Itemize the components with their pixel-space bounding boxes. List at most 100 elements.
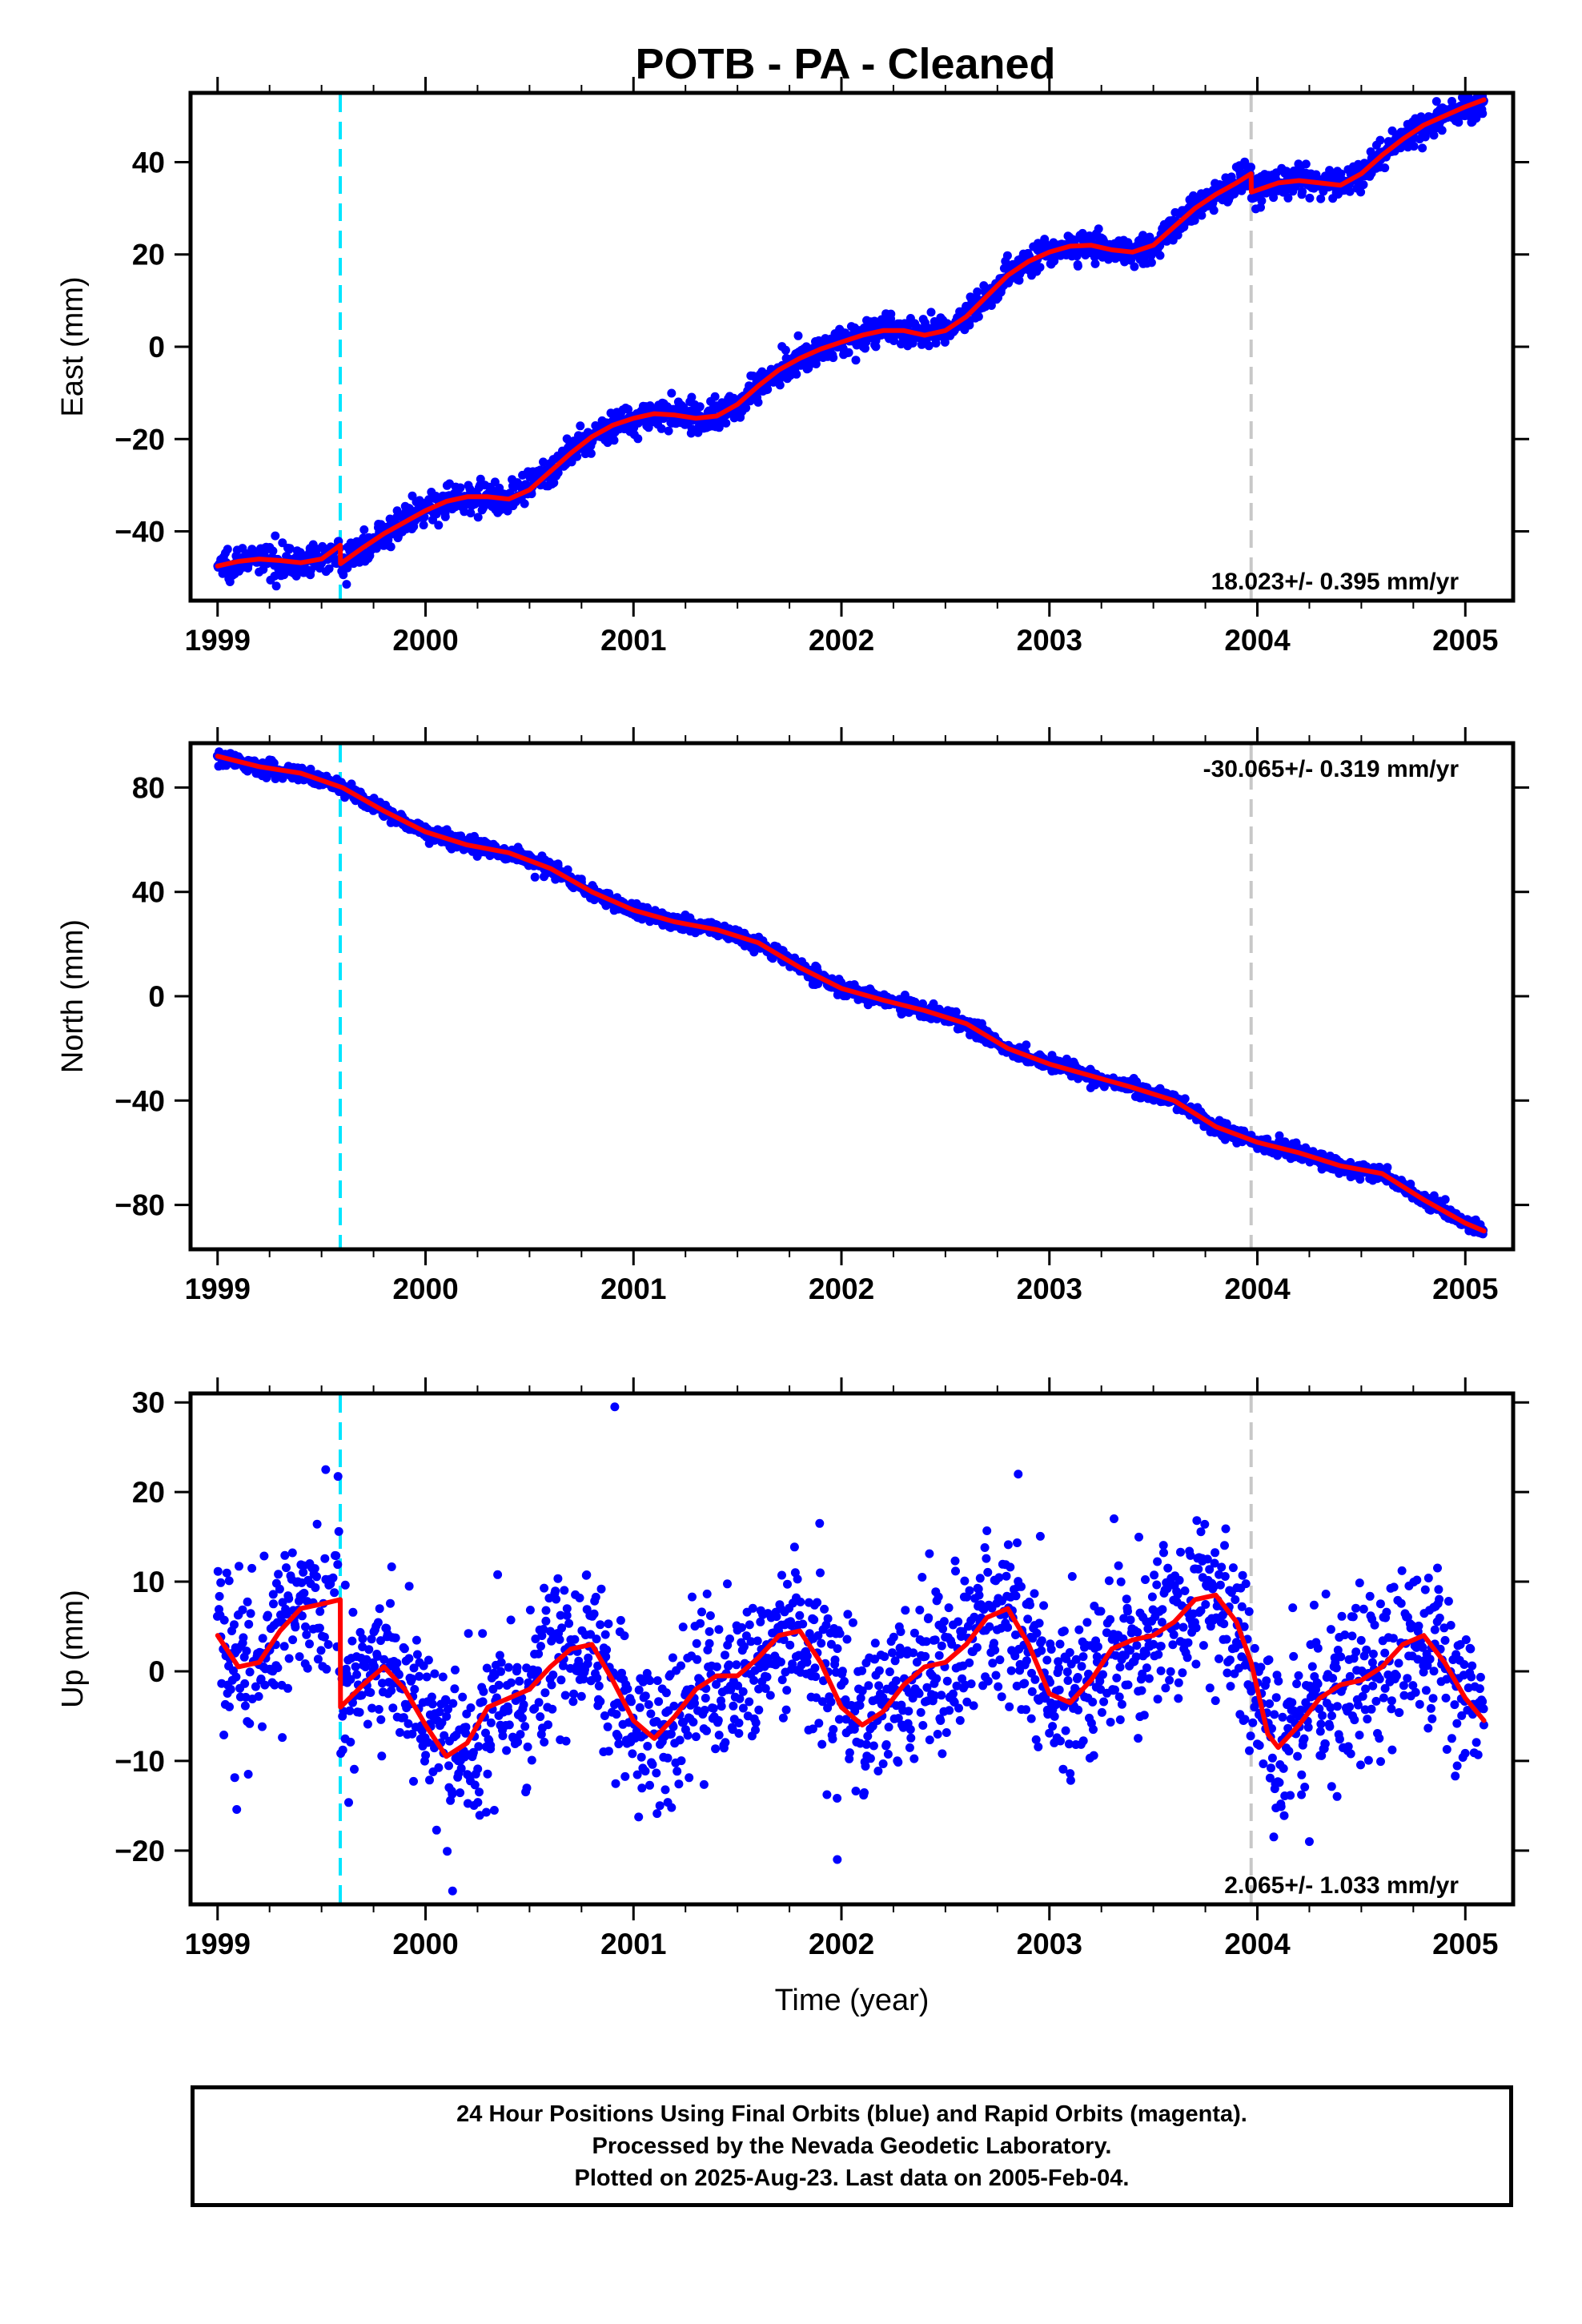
data-point (404, 1654, 414, 1663)
data-point (271, 531, 280, 541)
data-point (282, 1563, 291, 1573)
y-tick-label: −40 (114, 516, 165, 549)
data-point (428, 1699, 437, 1709)
x-tick-label: 2004 (1224, 624, 1291, 657)
data-point (315, 1623, 324, 1633)
data-point (444, 1704, 452, 1714)
data-point (1090, 259, 1100, 268)
y-tick-label: −80 (114, 1189, 165, 1222)
data-point (278, 538, 287, 548)
data-point (557, 1623, 567, 1633)
x-tick-label: 1999 (185, 1273, 251, 1305)
data-point (345, 1706, 355, 1715)
model-line (215, 754, 1487, 1234)
data-point (504, 1663, 513, 1672)
data-point (594, 1681, 604, 1691)
data-point (462, 1709, 472, 1719)
data-point (1447, 97, 1456, 106)
data-point (579, 1675, 588, 1684)
data-point (440, 512, 450, 521)
data-point (1275, 1131, 1284, 1140)
data-point (495, 1651, 504, 1660)
data-point (303, 1663, 312, 1673)
data-point (246, 1609, 255, 1618)
data-point (620, 1631, 629, 1641)
x-tick-label: 2001 (600, 624, 666, 657)
data-point (523, 1742, 532, 1751)
data-point (604, 1619, 613, 1629)
data-point (1478, 109, 1488, 119)
data-point (664, 426, 673, 436)
data-point (483, 1769, 492, 1779)
data-point (986, 301, 996, 310)
data-point (224, 1576, 234, 1586)
data-point (710, 392, 720, 401)
data-point (829, 353, 838, 363)
y-axis-label: East (mm) (56, 276, 90, 416)
data-point (442, 1711, 452, 1721)
data-point (386, 1598, 395, 1608)
data-point (589, 1609, 599, 1618)
data-point (410, 1685, 420, 1694)
data-point (372, 1651, 382, 1661)
data-point (351, 1662, 360, 1671)
data-point (464, 1629, 473, 1638)
data-point (627, 1697, 636, 1707)
data-point (366, 1688, 375, 1697)
data-point (284, 1654, 294, 1663)
data-point (260, 1680, 270, 1690)
data-point (391, 1633, 400, 1642)
data-point (494, 1680, 504, 1690)
data-point (474, 1742, 484, 1751)
y-tick-label: 20 (132, 239, 165, 271)
data-point (1375, 135, 1385, 145)
data-point (792, 369, 801, 379)
data-point (284, 1594, 294, 1603)
data-point (604, 1747, 613, 1756)
data-point (245, 1719, 255, 1728)
data-point (371, 544, 381, 553)
data-point (540, 1688, 550, 1698)
data-point (419, 521, 428, 530)
data-point (611, 1779, 620, 1788)
data-point (1472, 114, 1481, 123)
x-tick-label: 2002 (809, 1273, 874, 1305)
data-point (520, 1722, 530, 1731)
data-point (1431, 97, 1441, 107)
data-point (399, 1713, 408, 1723)
data-point (536, 1642, 545, 1651)
data-point (456, 1788, 465, 1798)
data-point (506, 1678, 516, 1687)
data-point (230, 1620, 239, 1630)
data-point (473, 513, 483, 522)
data-point (525, 1606, 535, 1614)
data-point (563, 865, 572, 875)
data-point (430, 1669, 440, 1679)
data-point (637, 1783, 647, 1793)
data-point (450, 1684, 460, 1694)
data-point (328, 1573, 338, 1582)
data-point (582, 1570, 592, 1579)
data-point (596, 1620, 605, 1630)
data-point (555, 1634, 564, 1644)
data-point (1418, 143, 1427, 153)
data-point (270, 1680, 279, 1690)
data-point (412, 1650, 422, 1659)
data-point (924, 341, 934, 351)
data-point (517, 1713, 527, 1723)
data-point (951, 1007, 961, 1016)
data-point (259, 1551, 269, 1561)
data-point (322, 1664, 331, 1674)
data-point (1298, 187, 1307, 196)
data-point (504, 1720, 514, 1730)
data-point (422, 1672, 432, 1682)
data-point (695, 402, 705, 412)
data-point (623, 1684, 632, 1694)
data-point (1380, 163, 1390, 173)
data-point (213, 1566, 223, 1576)
x-tick-label: 2000 (392, 624, 458, 657)
data-point (539, 457, 548, 467)
data-point (297, 1611, 307, 1621)
data-point (504, 1706, 513, 1715)
data-point (239, 1633, 248, 1642)
